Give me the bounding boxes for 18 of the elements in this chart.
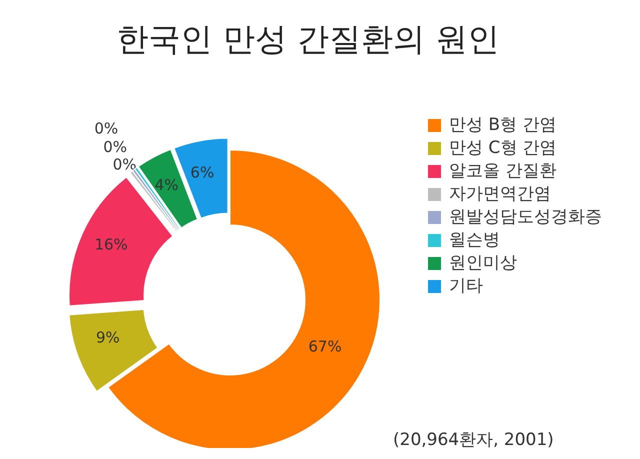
legend-label: 원인미상: [449, 253, 517, 273]
data-label: 0%: [103, 138, 127, 156]
legend-label: 자가면역간염: [449, 184, 551, 204]
legend-label: 윌슨병: [449, 230, 500, 250]
legend-label: 만성 B형 간염: [449, 115, 556, 135]
data-label: 9%: [96, 328, 120, 346]
legend-label: 원발성담도성경화증: [449, 207, 602, 227]
data-label: 4%: [154, 176, 178, 194]
chart-title: 한국인 만성 간질환의 원인: [116, 19, 500, 60]
legend-label: 기타: [449, 276, 483, 296]
data-label: 67%: [308, 337, 342, 356]
data-label: 16%: [94, 236, 128, 254]
text: (20,964환자, 2001): [393, 429, 554, 451]
legend-label: 만성 C형 간염: [449, 138, 557, 158]
data-label: 0%: [112, 156, 137, 174]
legend-label: 알코올 간질환: [449, 161, 556, 181]
data-label: 0%: [94, 120, 118, 138]
data-label: 6%: [190, 164, 214, 182]
